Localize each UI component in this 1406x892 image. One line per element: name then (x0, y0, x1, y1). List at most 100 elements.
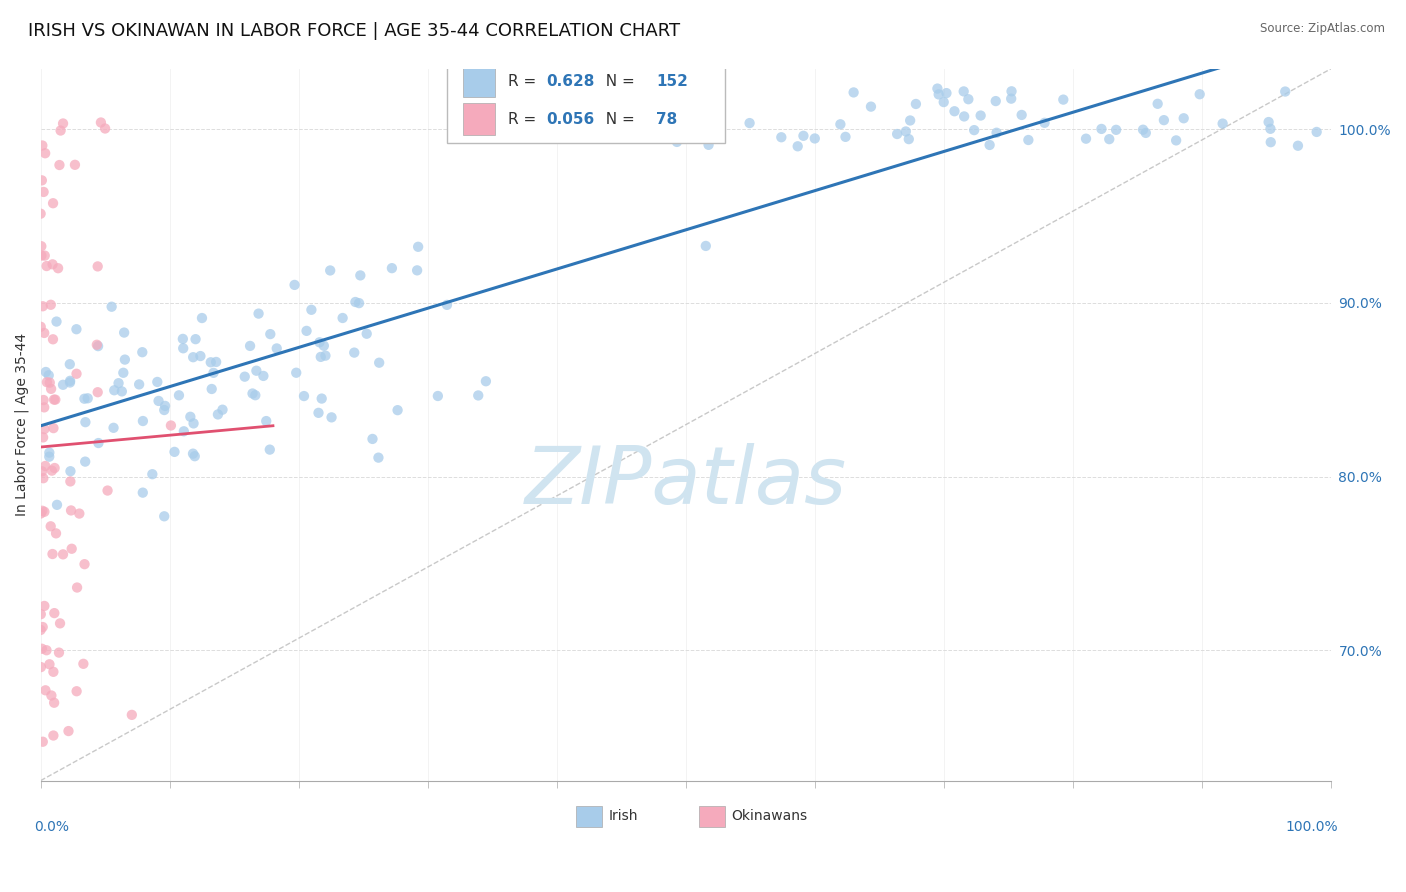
Point (1105, 123, 1128, 137)
Point (31, 299, 53, 313)
Point (969, 109, 991, 123)
Point (31, 464, 53, 478)
Point (356, 326, 378, 341)
Point (49, 616, 72, 631)
Point (179, 409, 201, 424)
Point (343, 345, 366, 359)
Point (285, 366, 308, 380)
Point (30, 207, 52, 221)
Point (94, 121, 117, 136)
Point (52, 116, 75, 130)
Point (67, 507, 90, 521)
Point (41, 257, 63, 271)
Point (935, 86, 957, 100)
Point (66, 581, 89, 595)
Point (172, 341, 194, 355)
Point (30, 507, 52, 521)
Point (202, 366, 225, 380)
Point (31, 173, 53, 187)
Text: 100.0%: 100.0% (1285, 820, 1339, 834)
Point (1017, 133, 1039, 147)
Point (87, 436, 110, 450)
Point (181, 447, 204, 461)
Point (1305, 125, 1327, 139)
Point (1153, 113, 1175, 128)
Point (35, 375, 58, 389)
Point (30, 249, 52, 263)
Point (42, 196, 65, 211)
Point (31, 641, 53, 656)
Point (904, 97, 927, 112)
Point (52, 547, 75, 561)
Text: 0.628: 0.628 (547, 74, 595, 89)
Point (319, 263, 342, 277)
Point (31, 620, 53, 634)
Point (76, 392, 98, 406)
Point (830, 117, 852, 131)
Point (979, 138, 1001, 153)
Point (107, 376, 129, 391)
Point (1188, 87, 1211, 102)
Point (38, 368, 60, 383)
Point (184, 332, 207, 346)
Point (311, 392, 333, 406)
Point (35, 259, 58, 273)
Bar (463, 65, 495, 97)
Point (72, 657, 94, 671)
Point (254, 414, 277, 428)
Point (163, 445, 186, 459)
Point (30, 607, 52, 622)
Point (42, 392, 65, 407)
Point (31, 138, 53, 153)
Point (368, 356, 391, 370)
Point (103, 384, 125, 398)
Text: Okinawans: Okinawans (731, 808, 807, 822)
Point (308, 335, 330, 350)
Point (292, 389, 315, 403)
Point (1135, 126, 1157, 140)
FancyBboxPatch shape (447, 62, 724, 144)
Point (30, 660, 52, 674)
Point (42, 729, 65, 743)
Point (87, 339, 110, 353)
Point (347, 296, 370, 310)
Point (35, 365, 58, 379)
Point (148, 393, 170, 408)
Point (842, 86, 865, 100)
Point (60, 503, 83, 517)
Point (367, 450, 389, 465)
Point (738, 116, 761, 130)
Point (943, 104, 966, 119)
Point (1090, 122, 1112, 136)
Point (42, 332, 65, 346)
Point (247, 307, 270, 321)
Point (46, 261, 69, 276)
Point (153, 509, 176, 524)
Point (181, 350, 204, 364)
Point (153, 399, 176, 413)
Point (266, 342, 288, 356)
Point (41, 464, 63, 478)
Point (1000, 92, 1022, 106)
Point (183, 417, 205, 431)
Point (131, 345, 153, 359)
Point (242, 386, 264, 401)
Point (39, 519, 62, 533)
Text: 78: 78 (657, 112, 678, 127)
Point (804, 131, 827, 145)
Point (30, 319, 52, 334)
Point (697, 137, 720, 152)
Point (42, 665, 65, 679)
Point (200, 355, 222, 369)
Point (886, 127, 908, 141)
Text: R =: R = (508, 74, 541, 89)
Point (167, 388, 190, 402)
Point (38, 445, 60, 459)
Point (48, 646, 70, 660)
Bar (699, 805, 724, 827)
Point (73, 392, 96, 406)
Point (1098, 132, 1121, 146)
Point (786, 139, 808, 153)
Point (128, 377, 150, 392)
Point (321, 410, 343, 425)
